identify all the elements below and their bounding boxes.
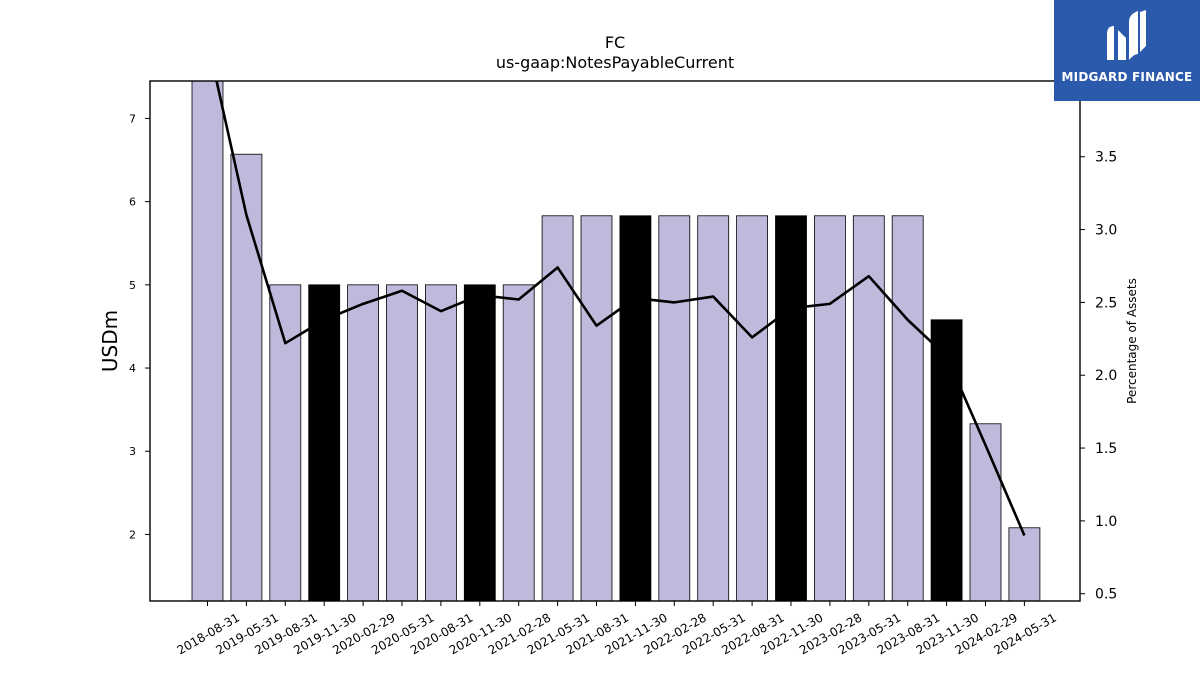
y2-tick-label: 2.5 bbox=[1095, 295, 1117, 311]
y2-axis-label: Percentage of Assets bbox=[1125, 278, 1139, 404]
y-tick-label: 3 bbox=[129, 445, 136, 458]
bar-2018-08-31 bbox=[191, 81, 224, 601]
y2-tick-label: 3.0 bbox=[1095, 223, 1117, 239]
bar-2022-11-30 bbox=[775, 215, 807, 601]
bar-2022-02-28 bbox=[658, 215, 691, 601]
chart-subtitle: us-gaap:NotesPayableCurrent bbox=[496, 53, 734, 72]
bar-2023-11-30 bbox=[930, 319, 963, 601]
y-tick-label: 7 bbox=[129, 112, 136, 125]
y2-tick-label: 1.0 bbox=[1095, 514, 1117, 530]
plot-frame bbox=[149, 80, 1081, 602]
chart-title: FC bbox=[605, 33, 625, 52]
bar-2022-05-31 bbox=[697, 215, 730, 601]
y-tick-label: 6 bbox=[129, 196, 136, 209]
bar-2024-02-29 bbox=[969, 423, 1002, 601]
bar-2020-08-31 bbox=[424, 284, 457, 601]
y-axis-label: USDm bbox=[98, 310, 122, 372]
logo-text: MIDGARD FINANCE bbox=[1061, 70, 1193, 84]
bar-2019-11-30 bbox=[308, 284, 341, 601]
bar-2021-11-30 bbox=[619, 215, 652, 601]
midgard-finance-logo: MIDGARD FINANCE bbox=[1054, 0, 1200, 101]
bar-2023-02-28 bbox=[814, 215, 846, 601]
y2-tick-label: 0.5 bbox=[1095, 587, 1117, 603]
y-tick-label: 2 bbox=[129, 528, 136, 541]
y2-tick-label: 2.0 bbox=[1095, 368, 1117, 384]
bar-2024-05-31 bbox=[1008, 527, 1041, 601]
percentage-line bbox=[215, 81, 1026, 536]
bar-2023-05-31 bbox=[852, 215, 885, 601]
bar-2020-05-31 bbox=[386, 284, 418, 601]
bar-2022-08-31 bbox=[736, 215, 768, 601]
y2-tick-label: 1.5 bbox=[1095, 441, 1117, 457]
y-tick-label: 5 bbox=[129, 279, 136, 292]
bar-2020-11-30 bbox=[463, 284, 496, 601]
bar-2019-05-31 bbox=[230, 153, 263, 601]
bar-2021-08-31 bbox=[580, 215, 613, 601]
y-tick-label: 4 bbox=[129, 362, 136, 375]
midgard-logo-icon bbox=[1107, 10, 1146, 60]
bar-2019-08-31 bbox=[269, 284, 302, 601]
bar-2023-08-31 bbox=[891, 215, 924, 601]
bar-2020-02-29 bbox=[347, 284, 380, 601]
bar-2021-05-31 bbox=[541, 215, 574, 601]
bar-2021-02-28 bbox=[502, 284, 535, 601]
y2-tick-label: 3.5 bbox=[1095, 150, 1117, 166]
